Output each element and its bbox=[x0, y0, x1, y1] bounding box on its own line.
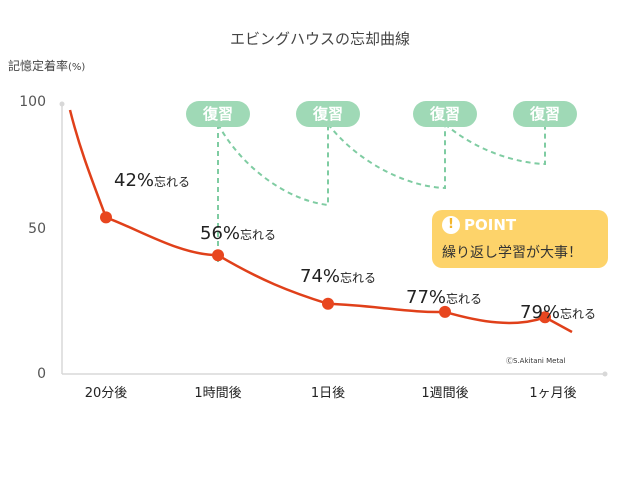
y-tick-100: 100 bbox=[19, 94, 46, 110]
y-axis-unit: (%) bbox=[68, 62, 86, 73]
exclamation-icon: ! bbox=[442, 216, 460, 234]
data-point bbox=[100, 211, 112, 224]
data-label-value: 79% bbox=[520, 302, 561, 323]
data-label-1week: 77%忘れる bbox=[406, 287, 482, 308]
data-label-1month: 79%忘れる bbox=[520, 302, 596, 323]
review-curve bbox=[217, 123, 329, 207]
data-point bbox=[322, 297, 334, 310]
y-tick-0: 0 bbox=[37, 366, 46, 382]
data-point bbox=[212, 249, 224, 262]
data-label-suffix: 忘れる bbox=[560, 307, 597, 321]
data-label-value: 42% bbox=[114, 170, 155, 191]
y-axis-label-text: 記憶定着率 bbox=[8, 59, 69, 73]
review-curve bbox=[444, 123, 546, 166]
data-point bbox=[539, 311, 551, 324]
y-axis-end-dot bbox=[59, 101, 65, 107]
x-axis-end-dot bbox=[602, 371, 608, 377]
review-badge: 復習 bbox=[413, 101, 477, 127]
review-badge: 復習 bbox=[513, 101, 577, 127]
data-label-suffix: 忘れる bbox=[240, 228, 277, 242]
data-point bbox=[439, 305, 451, 318]
x-tick-1day: 1日後 bbox=[310, 386, 346, 401]
data-label-20min: 42%忘れる bbox=[114, 170, 190, 191]
data-label-suffix: 忘れる bbox=[446, 292, 483, 306]
review-badge: 復習 bbox=[296, 101, 360, 127]
forgetting-curve-line bbox=[68, 109, 573, 334]
data-label-1hour: 56%忘れる bbox=[200, 223, 276, 244]
review-badge: 復習 bbox=[186, 101, 250, 127]
x-tick-20min: 20分後 bbox=[84, 386, 128, 401]
y-tick-50: 50 bbox=[28, 221, 46, 237]
point-callout-heading: ! POINT bbox=[442, 216, 516, 234]
copyright-credit: ⒸS.Akitani Metal bbox=[506, 357, 566, 365]
point-callout: ! POINT 繰り返し学習が大事！ bbox=[432, 210, 608, 268]
data-label-suffix: 忘れる bbox=[154, 175, 191, 189]
x-tick-1week: 1週間後 bbox=[421, 386, 469, 401]
y-axis-label: 記憶定着率(%) bbox=[8, 57, 85, 74]
point-callout-text: 繰り返し学習が大事！ bbox=[442, 245, 582, 261]
chart-title: エビングハウスの忘却曲線 bbox=[229, 30, 410, 48]
data-label-1day: 74%忘れる bbox=[300, 266, 376, 287]
data-label-value: 56% bbox=[200, 223, 241, 244]
data-label-value: 77% bbox=[406, 287, 447, 308]
review-curve bbox=[327, 123, 446, 190]
data-label-suffix: 忘れる bbox=[340, 271, 377, 285]
x-tick-1hour: 1時間後 bbox=[194, 386, 242, 401]
data-label-value: 74% bbox=[300, 266, 341, 287]
point-callout-title: POINT bbox=[464, 216, 517, 234]
x-tick-1month: 1ヶ月後 bbox=[529, 386, 577, 401]
